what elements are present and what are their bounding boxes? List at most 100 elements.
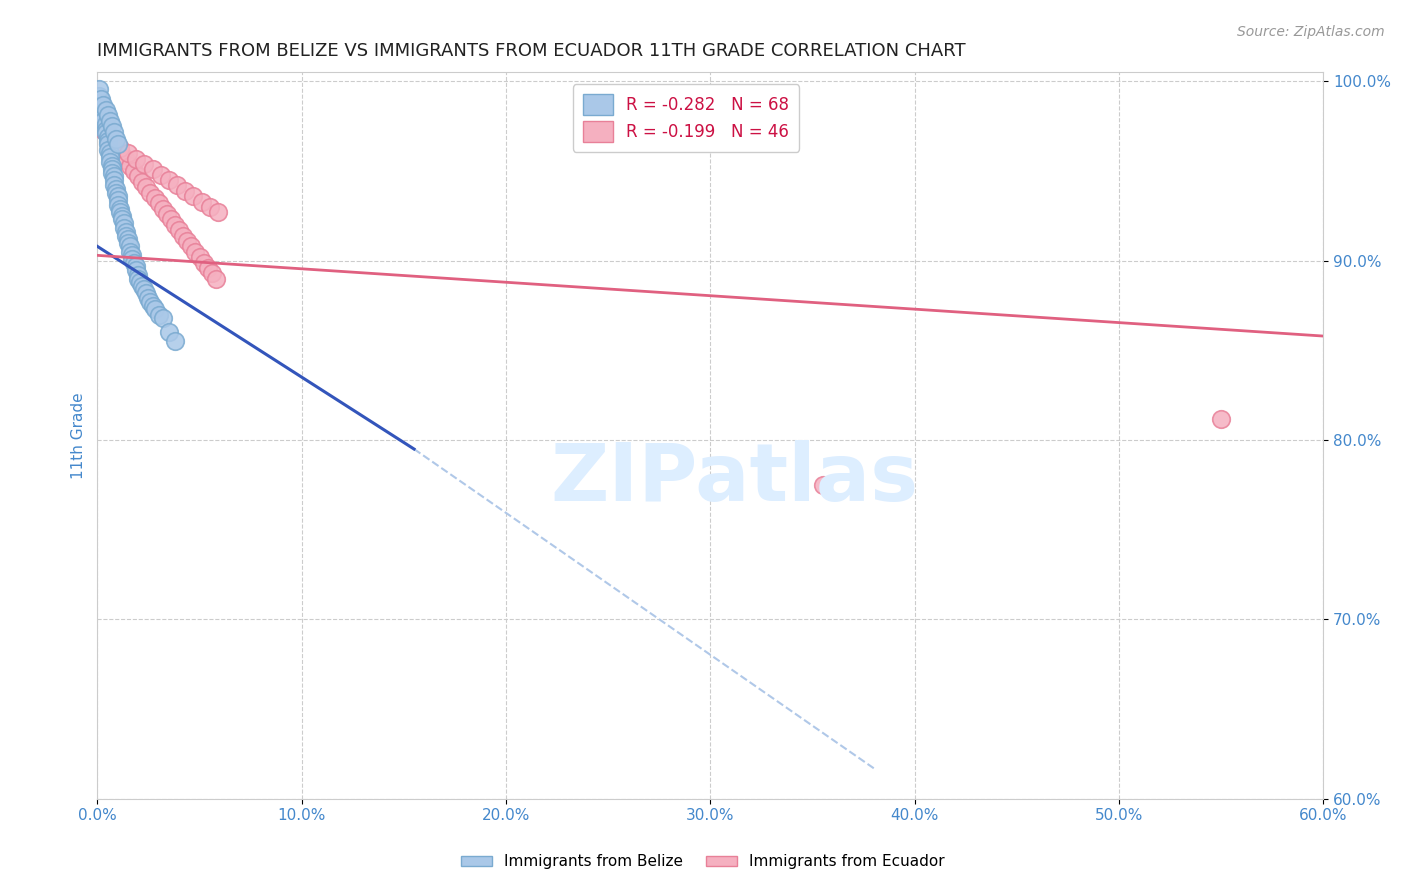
Point xyxy=(157,326,180,340)
Point xyxy=(107,137,129,152)
Point xyxy=(93,104,115,119)
Point xyxy=(138,292,160,306)
Point xyxy=(125,152,148,166)
Point xyxy=(118,239,141,253)
Point xyxy=(93,110,115,124)
Point xyxy=(108,202,131,216)
Point xyxy=(104,182,127,196)
Point xyxy=(98,146,121,161)
Point xyxy=(180,239,202,253)
Point xyxy=(125,262,148,277)
Point xyxy=(135,285,157,300)
Point xyxy=(112,216,135,230)
Point xyxy=(143,191,166,205)
Point xyxy=(205,271,228,285)
Point xyxy=(107,193,129,207)
Point xyxy=(100,166,122,180)
Point xyxy=(93,123,115,137)
Point xyxy=(141,162,163,177)
Point xyxy=(103,137,125,152)
Point xyxy=(98,132,121,146)
Point xyxy=(117,232,139,246)
Point xyxy=(152,202,174,216)
Point xyxy=(89,81,111,95)
Point xyxy=(93,113,115,128)
Point xyxy=(152,311,174,326)
Point xyxy=(104,186,127,200)
Point xyxy=(121,248,143,262)
Point xyxy=(94,125,117,139)
Text: IMMIGRANTS FROM BELIZE VS IMMIGRANTS FROM ECUADOR 11TH GRADE CORRELATION CHART: IMMIGRANTS FROM BELIZE VS IMMIGRANTS FRO… xyxy=(97,42,966,60)
Point xyxy=(143,302,166,317)
Point xyxy=(157,173,180,187)
Point xyxy=(108,141,131,155)
Point xyxy=(139,186,162,200)
Point xyxy=(115,153,138,168)
Point xyxy=(115,228,138,243)
Point xyxy=(111,209,134,223)
Point xyxy=(156,207,179,221)
Point xyxy=(100,136,122,150)
Point xyxy=(100,120,122,134)
Point xyxy=(117,146,139,161)
Point xyxy=(129,275,152,289)
Point xyxy=(183,189,205,203)
Point xyxy=(118,244,141,259)
Point xyxy=(94,118,117,132)
Point xyxy=(103,125,125,139)
Point xyxy=(127,268,149,282)
Point xyxy=(89,88,111,103)
Point xyxy=(98,113,121,128)
Point xyxy=(98,155,121,169)
Point xyxy=(97,108,120,122)
Point xyxy=(176,234,198,248)
Point xyxy=(184,244,207,259)
Point xyxy=(188,250,211,264)
Point xyxy=(112,221,135,235)
Point xyxy=(163,218,186,232)
Point xyxy=(100,162,122,177)
Point xyxy=(93,97,115,112)
Point xyxy=(97,137,120,152)
Point xyxy=(100,159,122,173)
Text: ZIPatlas: ZIPatlas xyxy=(551,440,920,518)
Legend: R = -0.282   N = 68, R = -0.199   N = 46: R = -0.282 N = 68, R = -0.199 N = 46 xyxy=(572,85,799,152)
Point xyxy=(121,252,143,266)
Point xyxy=(90,95,112,110)
Point xyxy=(193,255,215,269)
Point xyxy=(131,175,153,189)
Point xyxy=(107,198,129,212)
Point xyxy=(125,259,148,273)
Point xyxy=(139,295,162,310)
Point xyxy=(131,278,153,293)
Point xyxy=(148,308,170,322)
Point xyxy=(90,92,112,106)
Text: Source: ZipAtlas.com: Source: ZipAtlas.com xyxy=(1237,25,1385,39)
Point xyxy=(122,255,145,269)
Point xyxy=(104,132,127,146)
Point xyxy=(117,235,139,250)
Point xyxy=(127,271,149,285)
Point xyxy=(94,123,117,137)
Y-axis label: 11th Grade: 11th Grade xyxy=(72,392,86,479)
Point xyxy=(94,127,117,141)
Point xyxy=(201,266,224,280)
Point xyxy=(122,164,145,178)
Point xyxy=(103,169,125,184)
Point xyxy=(811,478,834,492)
Point xyxy=(97,143,120,157)
Point xyxy=(149,168,172,182)
Point xyxy=(94,103,117,117)
Point xyxy=(107,189,129,203)
Point xyxy=(141,299,163,313)
Legend: Immigrants from Belize, Immigrants from Ecuador: Immigrants from Belize, Immigrants from … xyxy=(456,848,950,875)
Point xyxy=(118,159,141,173)
Point xyxy=(135,180,157,194)
Point xyxy=(134,157,156,171)
Point xyxy=(98,150,121,164)
Point xyxy=(134,282,156,296)
Point xyxy=(97,130,120,145)
Point xyxy=(207,205,229,219)
Point xyxy=(103,178,125,193)
Point xyxy=(97,134,120,148)
